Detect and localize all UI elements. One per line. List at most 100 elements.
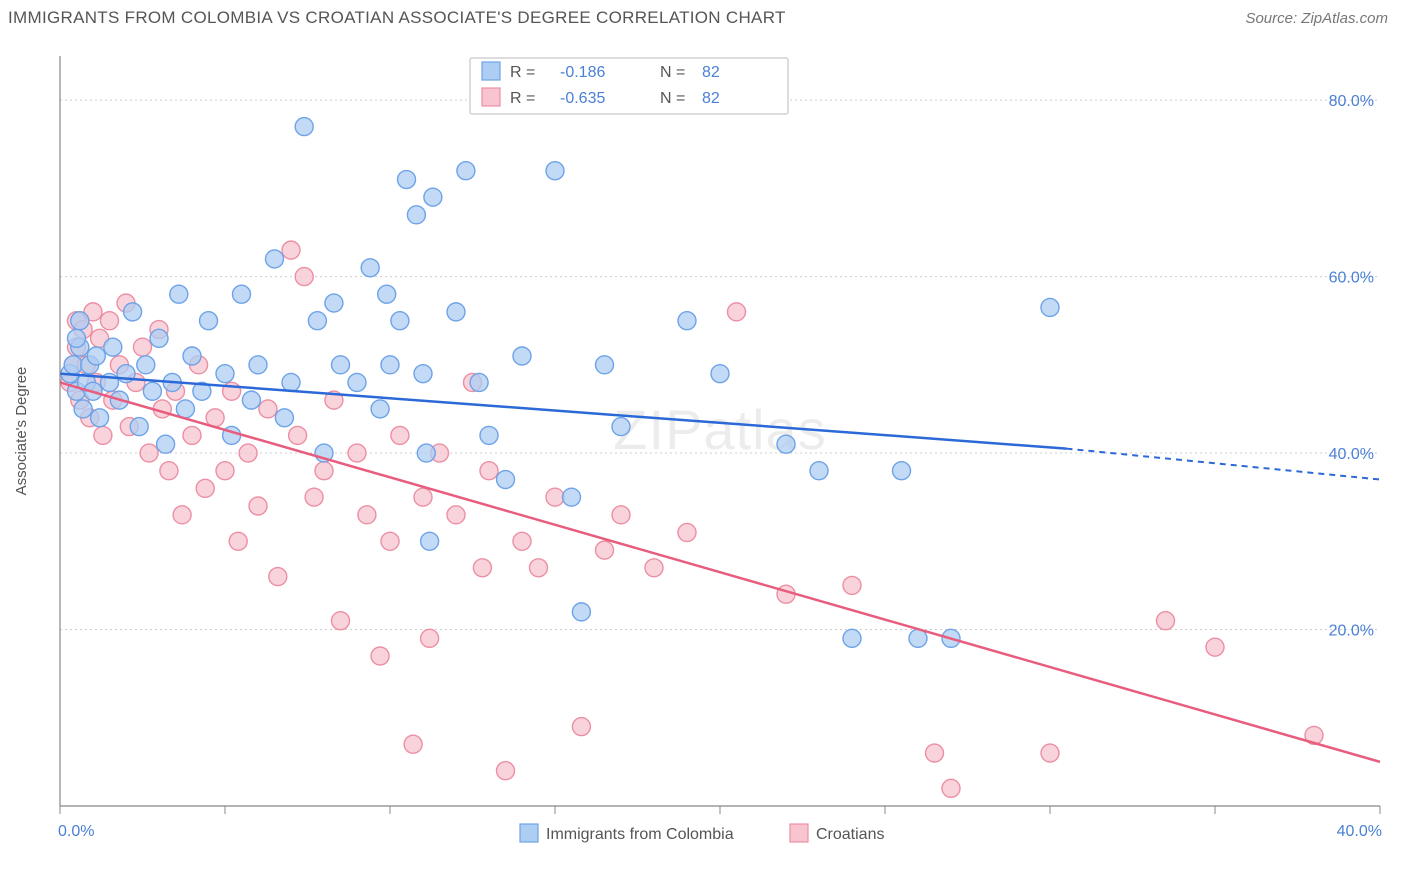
data-point-colombia — [447, 303, 465, 321]
data-point-colombia — [1041, 298, 1059, 316]
data-point-colombia — [497, 471, 515, 489]
data-point-croatians — [447, 506, 465, 524]
legend-swatch — [520, 824, 538, 842]
data-point-croatians — [728, 303, 746, 321]
legend-n-value: 82 — [702, 90, 720, 107]
data-point-colombia — [325, 294, 343, 312]
y-tick-label: 60.0% — [1329, 270, 1374, 287]
legend-n-label: N = — [660, 64, 685, 81]
data-point-croatians — [160, 462, 178, 480]
data-point-croatians — [289, 426, 307, 444]
data-point-croatians — [612, 506, 630, 524]
data-point-colombia — [678, 312, 696, 330]
data-point-croatians — [391, 426, 409, 444]
data-point-colombia — [233, 285, 251, 303]
y-tick-label: 40.0% — [1329, 446, 1374, 463]
data-point-croatians — [513, 532, 531, 550]
data-point-croatians — [348, 444, 366, 462]
data-point-croatians — [305, 488, 323, 506]
data-point-croatians — [678, 523, 696, 541]
data-point-colombia — [843, 629, 861, 647]
data-point-colombia — [470, 373, 488, 391]
data-point-colombia — [64, 356, 82, 374]
data-point-colombia — [249, 356, 267, 374]
data-point-croatians — [843, 576, 861, 594]
data-point-colombia — [612, 418, 630, 436]
data-point-colombia — [546, 162, 564, 180]
data-point-croatians — [101, 312, 119, 330]
data-point-croatians — [216, 462, 234, 480]
data-point-colombia — [242, 391, 260, 409]
data-point-colombia — [711, 365, 729, 383]
data-point-croatians — [229, 532, 247, 550]
data-point-colombia — [137, 356, 155, 374]
data-point-croatians — [473, 559, 491, 577]
data-point-colombia — [275, 409, 293, 427]
data-point-colombia — [200, 312, 218, 330]
data-point-croatians — [295, 268, 313, 286]
data-point-colombia — [563, 488, 581, 506]
data-point-croatians — [282, 241, 300, 259]
legend-r-label: R = — [510, 64, 535, 81]
data-point-colombia — [391, 312, 409, 330]
data-point-colombia — [421, 532, 439, 550]
scatter-chart: ZIPatlas0.0%40.0%20.0%40.0%60.0%80.0%Ass… — [0, 36, 1406, 856]
data-point-colombia — [157, 435, 175, 453]
data-point-croatians — [404, 735, 422, 753]
data-point-croatians — [530, 559, 548, 577]
data-point-colombia — [810, 462, 828, 480]
data-point-colombia — [143, 382, 161, 400]
data-point-colombia — [216, 365, 234, 383]
data-point-colombia — [417, 444, 435, 462]
legend-swatch — [482, 88, 500, 106]
chart-title: IMMIGRANTS FROM COLOMBIA VS CROATIAN ASS… — [8, 8, 786, 28]
y-axis-title: Associate's Degree — [13, 367, 30, 496]
data-point-colombia — [170, 285, 188, 303]
legend-r-value: -0.635 — [560, 90, 605, 107]
data-point-colombia — [457, 162, 475, 180]
x-tick-label: 40.0% — [1337, 823, 1382, 840]
data-point-croatians — [926, 744, 944, 762]
data-point-colombia — [480, 426, 498, 444]
data-point-croatians — [140, 444, 158, 462]
data-point-colombia — [371, 400, 389, 418]
chart-container: ZIPatlas0.0%40.0%20.0%40.0%60.0%80.0%Ass… — [0, 36, 1406, 856]
legend-n-label: N = — [660, 90, 685, 107]
data-point-colombia — [348, 373, 366, 391]
data-point-croatians — [497, 762, 515, 780]
data-point-colombia — [282, 373, 300, 391]
data-point-croatians — [183, 426, 201, 444]
data-point-croatians — [1041, 744, 1059, 762]
data-point-croatians — [249, 497, 267, 515]
data-point-croatians — [421, 629, 439, 647]
data-point-croatians — [942, 779, 960, 797]
data-point-colombia — [74, 400, 92, 418]
data-point-croatians — [1206, 638, 1224, 656]
data-point-colombia — [407, 206, 425, 224]
data-point-colombia — [71, 312, 89, 330]
legend-swatch — [482, 62, 500, 80]
data-point-colombia — [91, 409, 109, 427]
data-point-colombia — [596, 356, 614, 374]
data-point-colombia — [424, 188, 442, 206]
data-point-colombia — [381, 356, 399, 374]
data-point-colombia — [572, 603, 590, 621]
data-point-colombia — [332, 356, 350, 374]
data-point-croatians — [196, 479, 214, 497]
data-point-colombia — [295, 118, 313, 136]
data-point-colombia — [124, 303, 142, 321]
data-point-colombia — [513, 347, 531, 365]
data-point-croatians — [358, 506, 376, 524]
data-point-colombia — [266, 250, 284, 268]
data-point-colombia — [414, 365, 432, 383]
data-point-colombia — [87, 347, 105, 365]
data-point-croatians — [546, 488, 564, 506]
data-point-croatians — [332, 612, 350, 630]
data-point-croatians — [259, 400, 277, 418]
y-tick-label: 20.0% — [1329, 623, 1374, 640]
data-point-croatians — [173, 506, 191, 524]
data-point-colombia — [398, 171, 416, 189]
data-point-croatians — [480, 462, 498, 480]
legend-label: Croatians — [816, 826, 884, 843]
data-point-colombia — [777, 435, 795, 453]
